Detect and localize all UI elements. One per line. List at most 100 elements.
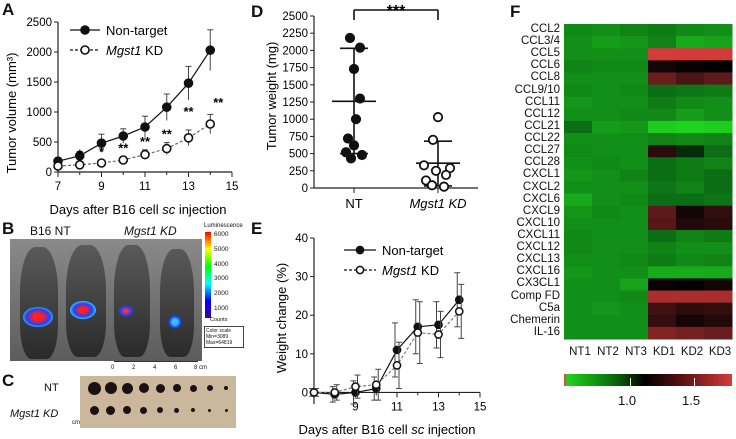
heatmap-cell — [564, 205, 593, 219]
heatmap-cell — [592, 96, 621, 110]
heatmap-cell — [648, 145, 677, 158]
chart-d-point — [432, 112, 444, 123]
heatmap-cell — [704, 290, 733, 304]
heatmap-cell — [648, 326, 677, 340]
chart-e-legend-marker — [355, 265, 365, 275]
chart-d-ytick-label: 750 — [289, 131, 308, 143]
chart-d-point — [430, 165, 442, 176]
heatmap-cell — [676, 302, 705, 316]
heatmap-cell — [564, 48, 593, 61]
heatmap-cell — [564, 314, 593, 328]
heatmap-cell — [620, 169, 649, 182]
chart-d-point — [418, 160, 430, 171]
heatmap-cell — [676, 217, 705, 231]
heatmap-row-label: CCL28 — [524, 156, 560, 169]
luminescence-image-panel: B16 NT Mgst1 KD Luminescence 6000 5000 4… — [10, 222, 248, 372]
chart-a-xlabel: Days after B16 cell sc injection — [49, 202, 226, 217]
heatmap-cell — [648, 72, 677, 86]
chart-e-xtick-label: 15 — [474, 401, 487, 413]
tumor-sample — [106, 405, 115, 415]
heatmap-row-label: CCL12 — [524, 107, 560, 120]
scale-4000: 4000 — [214, 260, 229, 268]
heatmap-cell — [592, 120, 621, 134]
heatmap-row-label: CXCL12 — [516, 241, 560, 254]
heatmap-cell — [620, 96, 649, 110]
chart-a-ylabel: Tumor volume (mm³) — [4, 53, 19, 174]
heatmap-row-label: CXCL6 — [522, 192, 560, 205]
chart-e-point — [454, 295, 464, 305]
heatmap-column-label: NT1 — [569, 346, 591, 358]
heatmap-cell — [648, 120, 677, 134]
chart-a-point — [74, 160, 85, 170]
chart-a-point — [118, 155, 129, 165]
chart-d-ytick-label: 2500 — [282, 11, 308, 23]
heatmap-cell — [676, 242, 705, 255]
tumor-volume-chart: Tumor volume (mm³) Days after B16 cell s… — [4, 17, 238, 217]
heatmap-cell — [704, 229, 733, 243]
chart-e-xtick-label: 13 — [432, 401, 445, 413]
heatmap-row-label: CCL5 — [530, 47, 560, 60]
heatmap-cell — [620, 133, 649, 146]
chart-d-point — [348, 140, 360, 151]
ruler-tick-4: 4 — [153, 365, 157, 371]
chart-d-ytick-label: 1500 — [282, 80, 308, 92]
chart-a-ytick-label: 1500 — [26, 77, 52, 89]
heatmap-cell — [676, 36, 705, 49]
color-scale-box: Color scale Min=3089 Max=64819 — [204, 326, 244, 348]
heatmap-cell — [564, 133, 593, 146]
heatmap-cell — [676, 120, 705, 134]
heatmap-cell — [620, 24, 649, 37]
heatmap-row-label: Chemerin — [510, 313, 560, 326]
heatmap-cell — [648, 302, 677, 316]
chart-a-significance: ** — [213, 95, 224, 110]
heatmap-cell — [592, 157, 621, 170]
panel-letter-b: B — [2, 219, 15, 238]
chart-e-ylabel: Weight change (%) — [274, 263, 289, 373]
tumor-sample — [208, 408, 211, 412]
heatmap-cell — [648, 133, 677, 146]
chart-a-legend-marker — [80, 45, 90, 55]
ruler-tick-8cm: 8 cm — [194, 365, 208, 371]
heatmap-cell — [704, 24, 733, 37]
panel-letter-a: A — [2, 0, 15, 19]
heatmap-cell — [592, 326, 621, 340]
color-scale-max: Max=64819 — [206, 340, 233, 346]
chart-d-ytick-label: 0 — [302, 183, 308, 195]
chart-d-ytick-label: 2000 — [282, 45, 308, 57]
chart-e-point — [454, 306, 464, 316]
heatmap-cell — [592, 24, 621, 37]
heatmap-row-label: IL-16 — [533, 325, 560, 338]
weight-change-chart: Weight change (%) Days after B16 cell sc… — [274, 233, 487, 437]
heatmap-cell — [648, 96, 677, 110]
heatmap-cell — [592, 36, 621, 49]
heatmap-cell — [704, 145, 733, 158]
heatmap-cell — [592, 72, 621, 86]
chart-e-ytick-label: 30 — [295, 272, 308, 284]
chart-a-ytick-label: 1000 — [26, 107, 52, 119]
ruler — [114, 361, 198, 366]
tumor-sample — [206, 385, 213, 391]
heatmap-cell — [620, 60, 649, 73]
chart-a-point — [140, 122, 150, 132]
heatmap-cell — [704, 217, 733, 231]
heatmap-cell — [592, 145, 621, 158]
chart-e-legend-marker — [355, 245, 365, 255]
heatmap-cell — [564, 60, 593, 73]
heatmap-column-label: NT2 — [597, 346, 619, 358]
heatmap-row-label: CCL3/4 — [521, 35, 560, 48]
tumor-sample — [89, 405, 99, 415]
heatmap-cell — [620, 120, 649, 134]
tumor-sample — [224, 408, 228, 412]
heatmap-cell — [564, 193, 593, 207]
tumor-sample — [189, 384, 197, 392]
heatmap-cell — [564, 326, 593, 340]
heatmap-cell — [620, 290, 649, 304]
heatmap-row-label: CXCL13 — [516, 253, 560, 266]
chart-a-ytick-label: 0 — [46, 167, 52, 179]
chart-e-point — [309, 388, 319, 397]
heatmap-cell — [620, 72, 649, 86]
tumor-sample — [140, 406, 147, 414]
heatmap-cell — [620, 48, 649, 61]
heatmap-colorbar — [564, 374, 732, 386]
heatmap-cell — [648, 229, 677, 243]
